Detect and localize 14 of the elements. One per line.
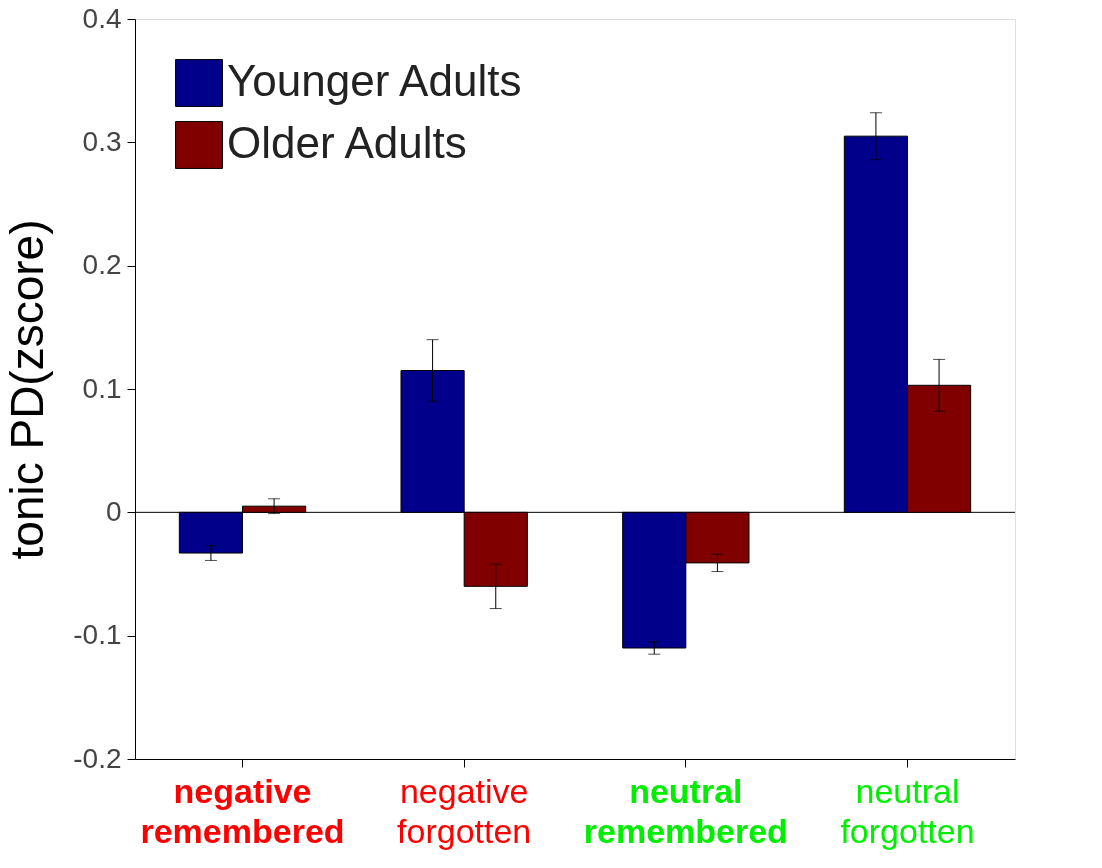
x-tick-label: negative forgotten <box>397 771 532 850</box>
legend-label: Younger Adults <box>227 56 522 105</box>
y-tick-label: 0 <box>105 495 122 527</box>
y-tick-label: -0.1 <box>73 619 122 651</box>
y-tick-label: 0.4 <box>82 2 122 34</box>
y-tick-label: 0.3 <box>82 125 122 157</box>
x-tick-label: negative remembered <box>140 771 345 850</box>
x-tick-label: neutral remembered <box>583 771 788 850</box>
y-axis-title: tonic PD(zscore) <box>1 219 54 560</box>
y-tick-label: 0.2 <box>82 249 122 281</box>
legend-label: Older Adults <box>227 118 467 167</box>
y-tick-label: -0.2 <box>73 742 122 774</box>
y-tick-label: 0.1 <box>82 372 122 404</box>
x-tick-label: neutral forgotten <box>840 771 975 850</box>
